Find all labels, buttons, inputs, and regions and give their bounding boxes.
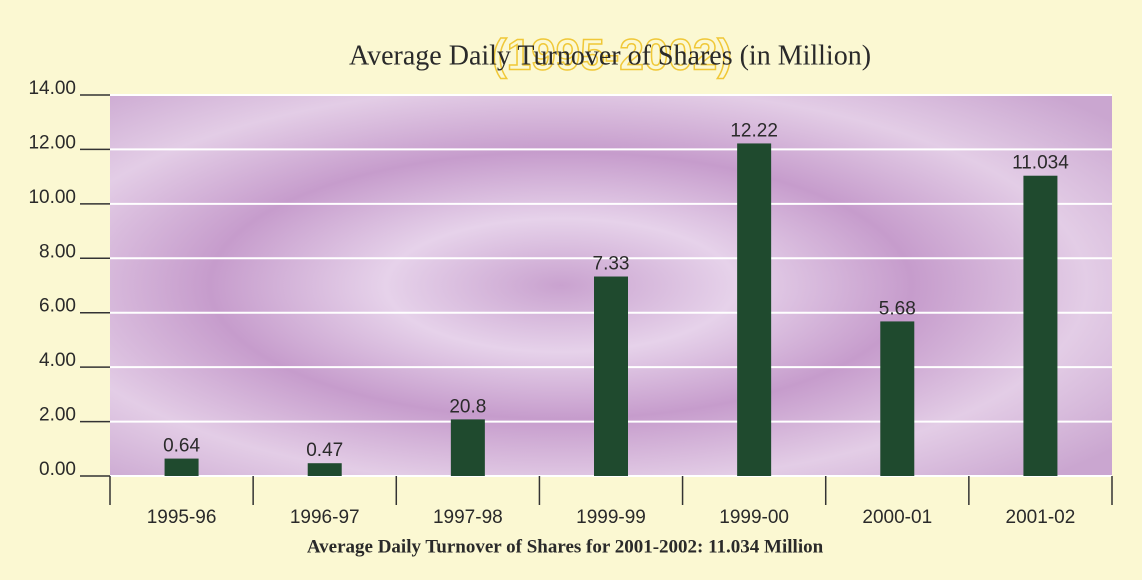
x-tick-label: 1997-98 (433, 507, 503, 528)
footnote: Average Daily Turnover of Shares for 200… (307, 536, 824, 557)
bar (164, 458, 199, 476)
y-tick-label: 0.00 (39, 459, 76, 480)
chart-title: Average Daily Turnover of Shares (in Mil… (349, 40, 871, 71)
value-label: 5.68 (879, 298, 916, 319)
y-tick-label: 4.00 (39, 350, 76, 371)
x-tick-label: 2001-02 (1006, 507, 1076, 528)
value-label: 0.64 (163, 436, 200, 457)
bar (307, 463, 342, 476)
value-label: 11.034 (1012, 153, 1069, 174)
x-tick-label: 2000-01 (862, 507, 932, 528)
x-tick-label: 1996-97 (290, 507, 360, 528)
x-tick-label: 1995-96 (147, 507, 217, 528)
value-label: 7.33 (593, 254, 630, 275)
value-label: 0.47 (306, 440, 343, 461)
value-label: 12.22 (730, 120, 778, 141)
y-tick-label: 8.00 (39, 241, 76, 262)
bar (594, 276, 628, 476)
y-tick-label: 10.00 (28, 187, 76, 208)
y-tick-label: 2.00 (39, 405, 76, 426)
y-tick-label: 14.00 (28, 78, 76, 99)
x-tick-label: 1999-99 (576, 507, 646, 528)
bar (737, 143, 772, 477)
bar (450, 419, 485, 476)
bar (1023, 175, 1058, 476)
y-tick-label: 12.00 (28, 132, 76, 153)
y-tick-label: 6.00 (39, 296, 76, 317)
bar (880, 321, 915, 476)
x-tick-label: 1999-00 (719, 507, 789, 528)
value-label: 20.8 (449, 396, 486, 417)
chart-subtitle: (1995-2002) (492, 31, 732, 80)
